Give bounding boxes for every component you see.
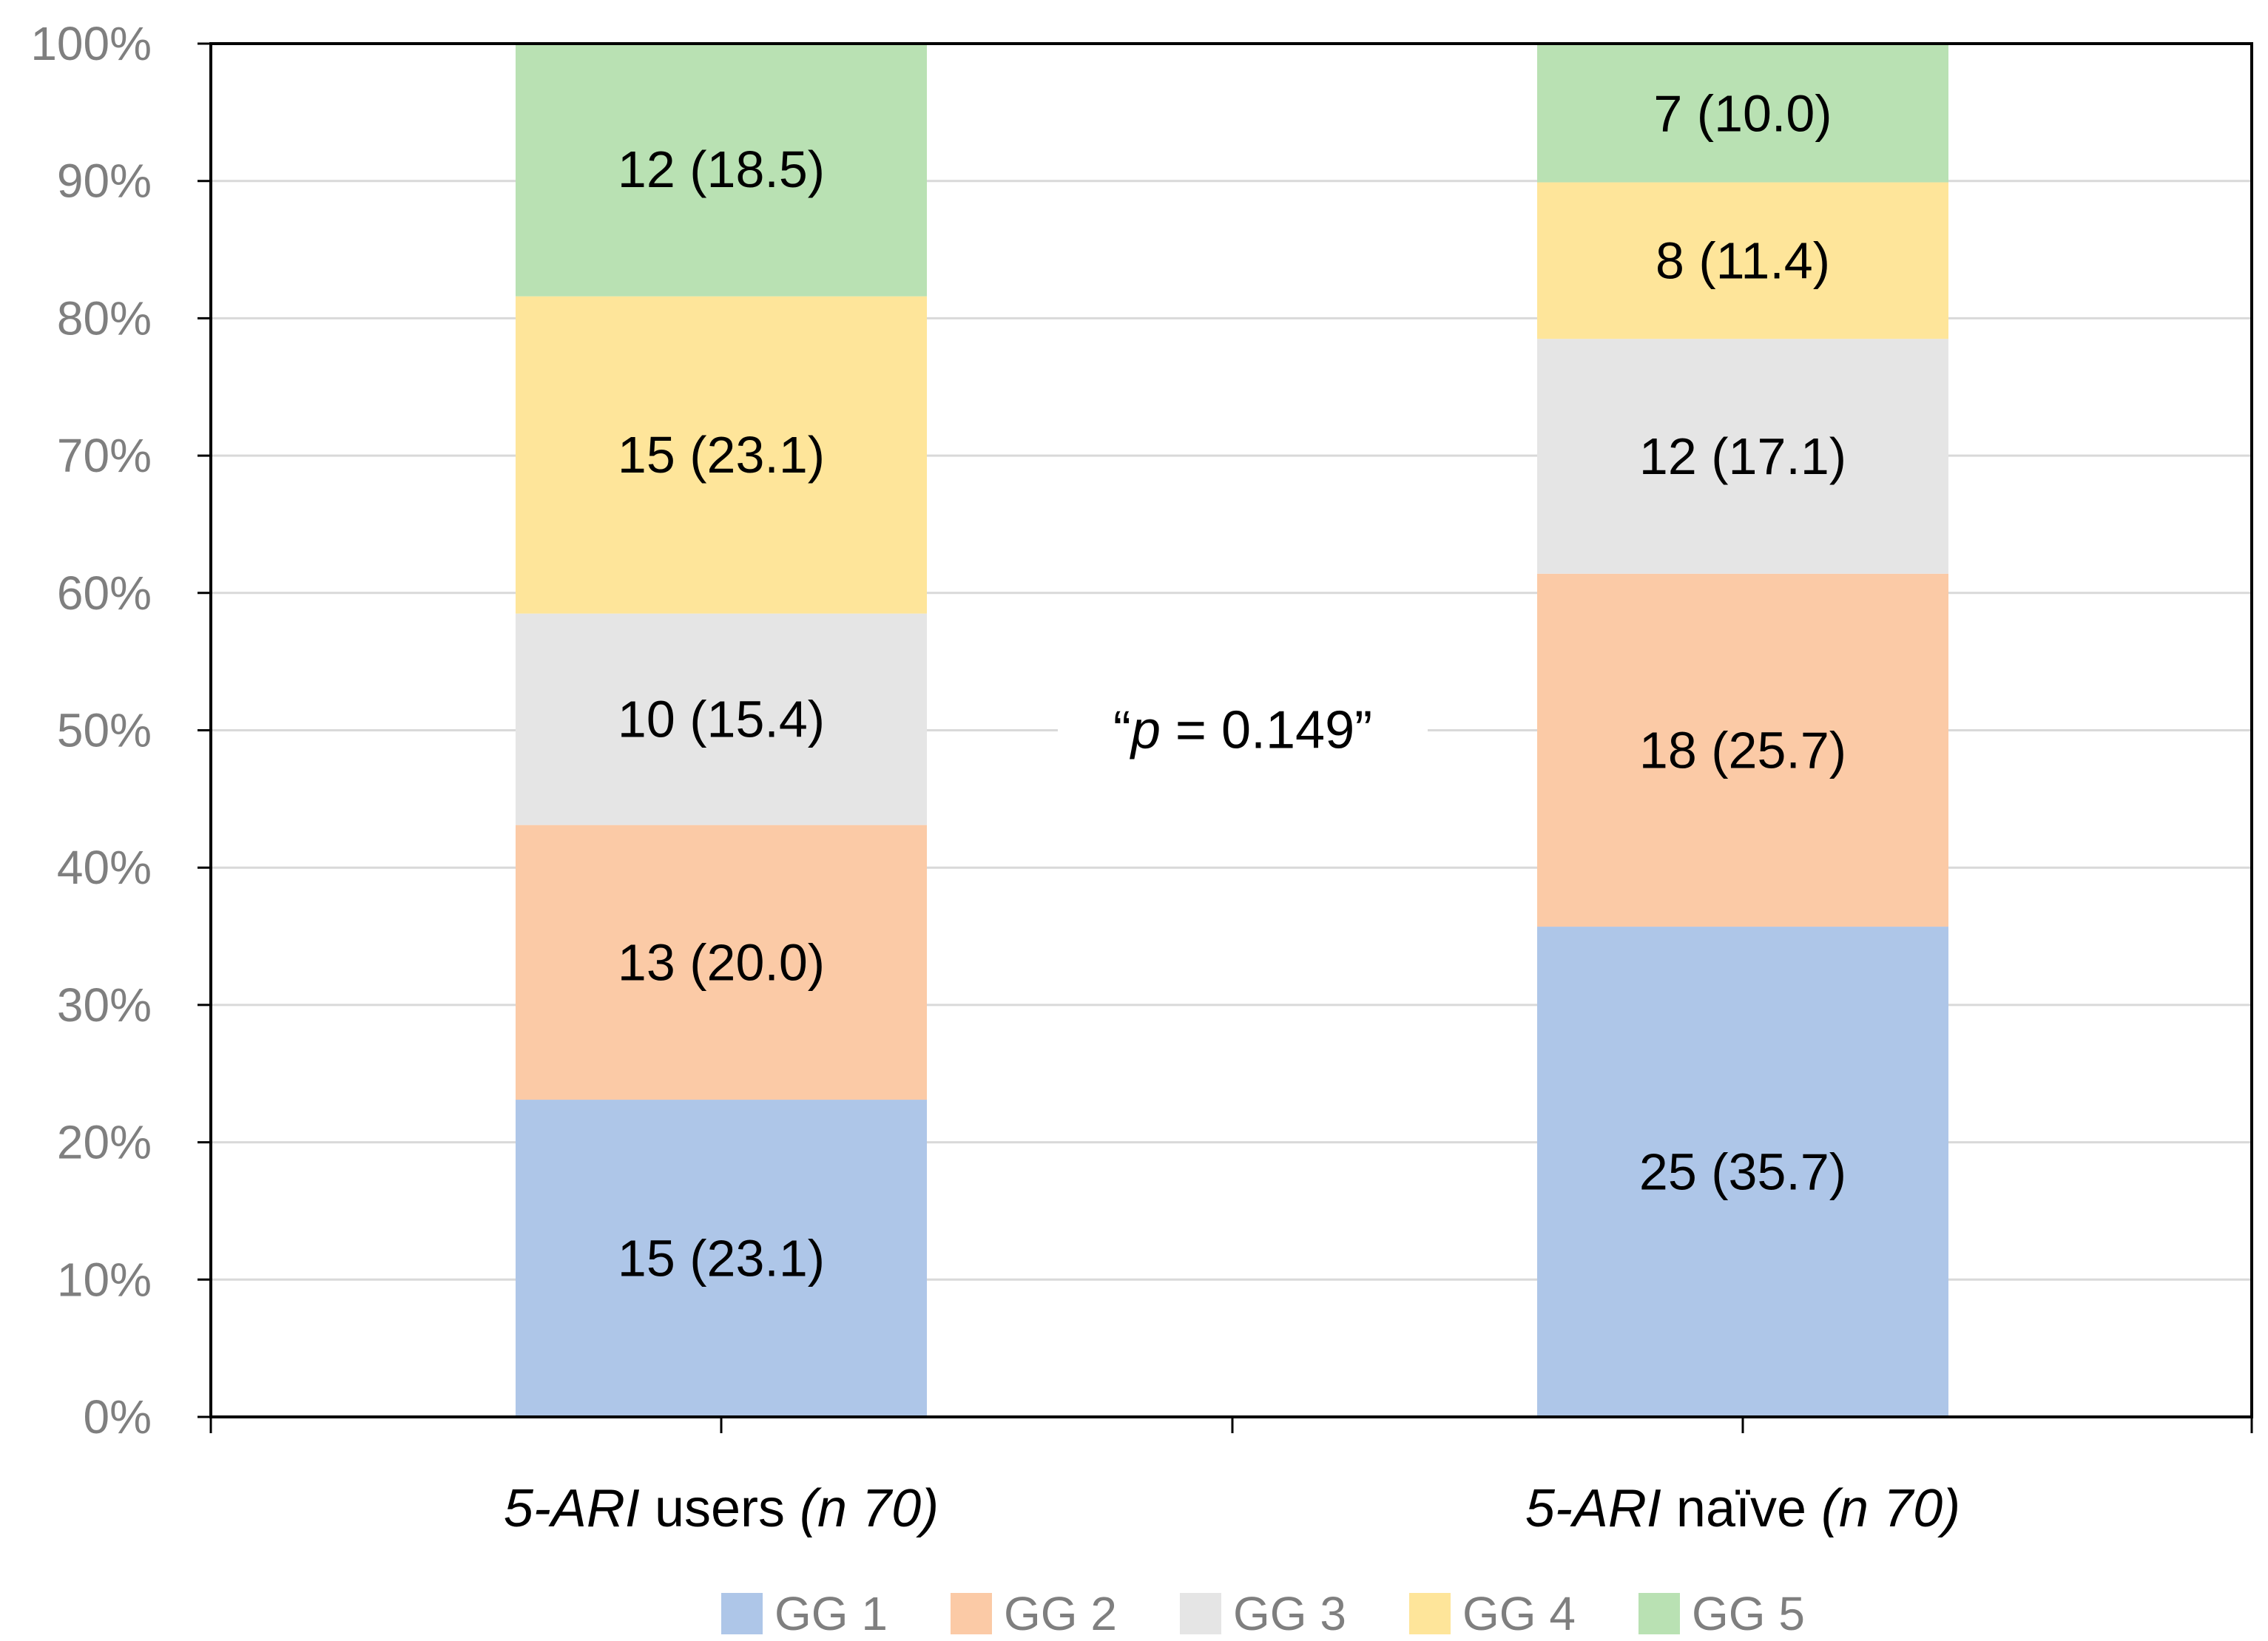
data-label: 8 (11.4) [1656, 231, 1830, 289]
bar-segment-gg-5 [516, 42, 927, 297]
category-prefix: 5-ARI [504, 1479, 640, 1538]
legend-label: GG 4 [1462, 1587, 1576, 1640]
legend-swatch [1180, 1593, 1221, 1634]
p-value-annotation: “p = 0.149” [1113, 701, 1372, 760]
data-label: 12 (17.1) [1639, 427, 1846, 485]
legend-swatch [951, 1593, 992, 1634]
legend-label: GG 5 [1692, 1587, 1805, 1640]
data-label: 10 (15.4) [618, 691, 825, 748]
category-suffix: (n 70) [800, 1479, 939, 1538]
y-tick-label: 40% [57, 841, 152, 894]
y-tick-label: 20% [57, 1116, 152, 1169]
y-tick-label: 90% [57, 155, 152, 208]
bar-segment-gg-3 [516, 613, 927, 825]
y-tick-label: 0% [84, 1390, 152, 1444]
y-tick-label: 50% [57, 704, 152, 757]
y-tick-label: 70% [57, 429, 152, 482]
p-value-annotation-group: “p = 0.149” [1058, 689, 1428, 771]
legend-label: GG 1 [774, 1587, 888, 1640]
annotation-p-symbol: p [1130, 701, 1161, 760]
legend: GG 1 GG 2 GG 3 GG 4 GG 5 [721, 1587, 1805, 1640]
bar-segments: 15 (23.1) 13 (20.0) 10 (15.4) 15 (23.1) 12 (… [516, 42, 1948, 1417]
data-label: 15 (23.1) [618, 1230, 825, 1288]
x-category-label: 5-ARI users (n 70) [504, 1479, 939, 1538]
category-suffix: (n 70) [1821, 1479, 1960, 1538]
data-label: 13 (20.0) [618, 933, 825, 991]
y-tick-label: 10% [57, 1253, 152, 1306]
legend-swatch [1638, 1593, 1680, 1634]
bar-segment-gg-2 [516, 825, 927, 1100]
bar-segment-gg-4 [1537, 182, 1948, 339]
category-prefix: 5-ARI [1525, 1479, 1661, 1538]
legend-label: GG 3 [1233, 1587, 1346, 1640]
axes [198, 42, 2253, 1433]
y-tick-label: 100% [30, 17, 152, 70]
y-tick-labels: 0% 10% 20% 30% 40% 50% 60% 70% 80% 90% 100% [30, 17, 152, 1444]
bar-segment-gg-3 [1537, 339, 1948, 574]
data-label: 25 (35.7) [1639, 1143, 1846, 1201]
y-tick-label: 60% [57, 566, 152, 620]
annotation-background [1058, 689, 1428, 771]
legend-label: GG 2 [1004, 1587, 1117, 1640]
x-axis-labels: 5-ARI users (n 70) 5-ARI naïve (n 70) [504, 1479, 1960, 1538]
x-category-label: 5-ARI naïve (n 70) [1525, 1479, 1960, 1538]
category-main: naïve [1661, 1479, 1821, 1538]
bar-segment-gg-1 [516, 1100, 927, 1417]
data-label: 12 (18.5) [618, 141, 825, 198]
data-label: 15 (23.1) [618, 426, 825, 484]
y-tick-label: 80% [57, 291, 152, 345]
bar-segment-gg-4 [516, 296, 927, 614]
category-main: users [640, 1479, 800, 1538]
bar-segment-gg-1 [1537, 927, 1948, 1417]
annotation-value: = 0.149” [1161, 701, 1372, 760]
data-label: 7 (10.0) [1653, 85, 1832, 143]
legend-swatch [721, 1593, 763, 1634]
data-label: 18 (25.7) [1639, 721, 1846, 779]
legend-swatch [1409, 1593, 1451, 1634]
annotation-open-quote: “ [1113, 701, 1131, 760]
y-tick-label: 30% [57, 978, 152, 1032]
bar-segment-gg-2 [1537, 573, 1948, 927]
bar-segment-gg-5 [1537, 44, 1948, 183]
